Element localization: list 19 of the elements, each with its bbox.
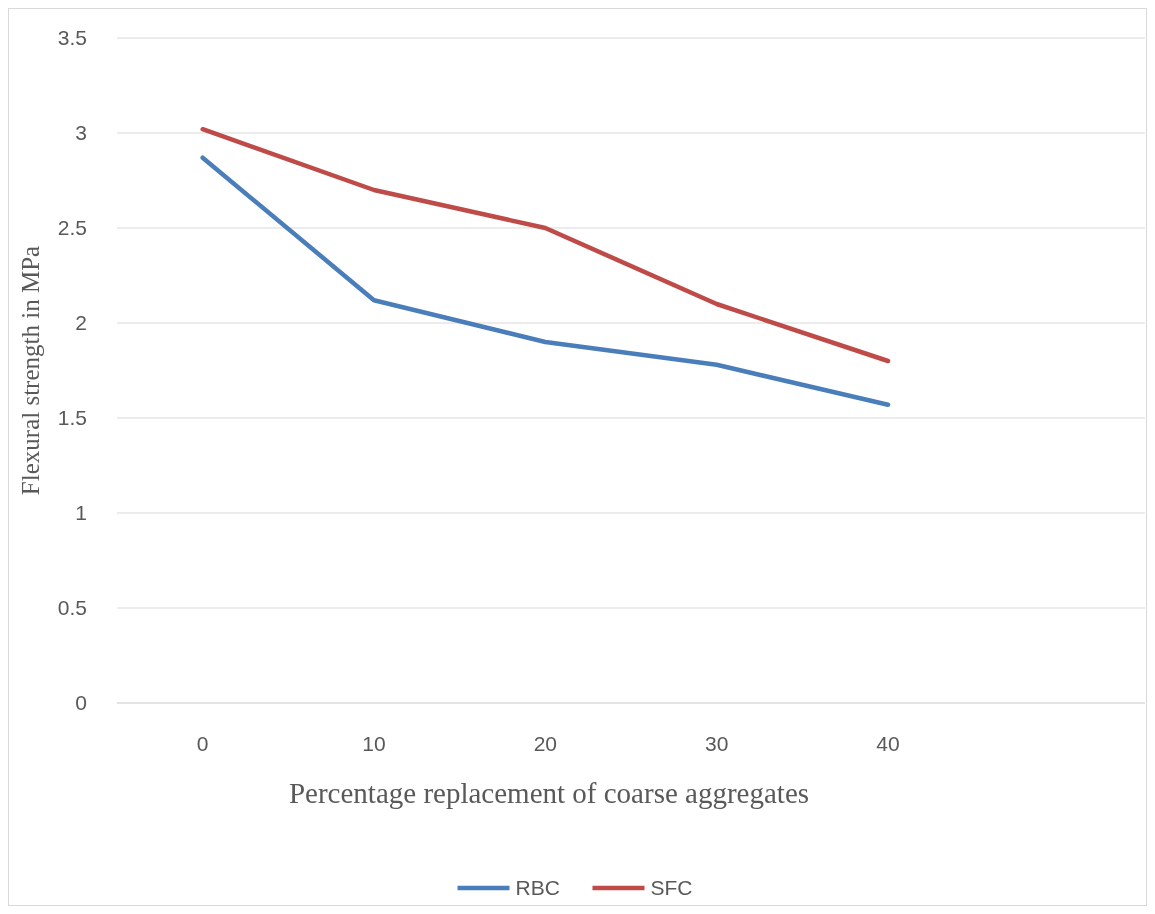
x-tick-label: 10 bbox=[362, 732, 386, 755]
y-tick-label: 1.5 bbox=[57, 406, 87, 430]
y-axis-title: Flexural strength in MPa bbox=[17, 245, 44, 496]
x-tick-label: 40 bbox=[876, 732, 900, 755]
x-axis-title: Percentage replacement of coarse aggregates bbox=[288, 777, 810, 809]
line-series bbox=[200, 126, 891, 364]
x-tick-label: 20 bbox=[533, 732, 558, 755]
y-tick-label: 0.5 bbox=[57, 596, 87, 620]
x-tick-label: 0 bbox=[196, 732, 209, 755]
x-tick-label: 30 bbox=[704, 732, 729, 755]
y-tick-label: 3.5 bbox=[57, 26, 87, 50]
y-tick-label: 3 bbox=[75, 121, 87, 145]
y-tick-label: 1 bbox=[75, 501, 87, 525]
legend-label: RBC bbox=[515, 876, 560, 900]
y-tick-label: 2 bbox=[75, 311, 87, 335]
legend-label: SFC bbox=[650, 876, 693, 900]
line-series bbox=[200, 155, 891, 407]
y-tick-label: 2.5 bbox=[57, 216, 87, 240]
y-tick-label: 0 bbox=[75, 691, 87, 715]
